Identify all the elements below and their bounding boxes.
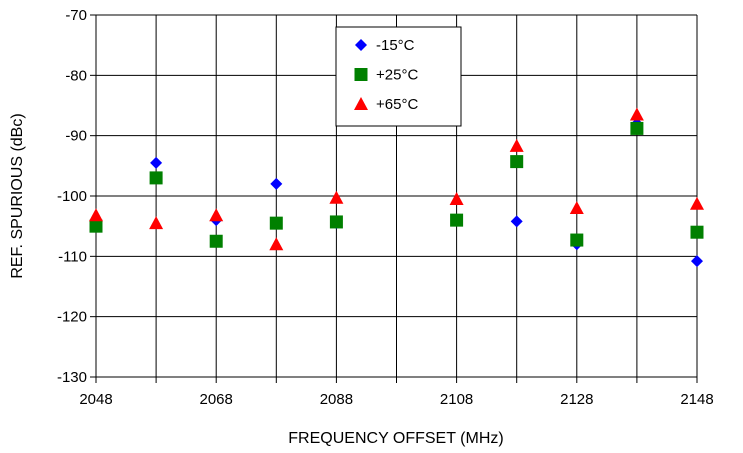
square-point — [630, 121, 644, 135]
grid — [90, 14, 698, 383]
x-tick-label: 2148 — [680, 391, 713, 408]
x-tick-labels: 2048 2068 2088 2108 2128 2148 — [79, 391, 713, 408]
y-tick-labels: -70 -80 -90 -100 -110 -120 -130 — [57, 7, 87, 386]
square-point — [149, 171, 163, 185]
diamond-point — [150, 156, 163, 169]
triangle-point — [269, 237, 284, 251]
y-tick-label: -120 — [57, 309, 87, 326]
triangle-point — [209, 208, 224, 222]
y-tick-label: -70 — [65, 7, 87, 24]
legend-label: -15°C — [376, 37, 415, 54]
legend-marker-diamond — [355, 39, 367, 51]
legend-marker-square — [354, 68, 368, 81]
square-point — [450, 213, 464, 227]
square-point — [209, 234, 223, 248]
triangle-point — [629, 107, 644, 121]
y-tick-label: -110 — [58, 248, 87, 265]
diamond-point — [691, 255, 703, 268]
triangle-point — [89, 208, 103, 222]
triangle-point — [509, 138, 524, 152]
x-axis-label: FREQUENCY OFFSET (MHz) — [288, 430, 503, 447]
y-tick-label: -80 — [65, 67, 87, 84]
square-point — [269, 216, 283, 230]
y-tick-label: -100 — [57, 188, 87, 205]
x-tick-label: 2068 — [200, 391, 233, 408]
y-tick-label: -130 — [57, 369, 87, 386]
diamond-point — [510, 215, 523, 228]
square-point — [510, 155, 524, 169]
square-point — [570, 233, 584, 247]
square-point — [690, 225, 704, 239]
triangle-point — [449, 192, 464, 205]
legend-marker-triangle — [354, 97, 368, 110]
y-tick-label: -90 — [65, 128, 87, 145]
data-points — [89, 107, 704, 268]
triangle-point — [149, 216, 164, 230]
triangle-point — [569, 201, 584, 215]
x-tick-label: 2108 — [440, 391, 473, 408]
x-tick-label: 2048 — [79, 391, 112, 408]
x-tick-label: 2128 — [560, 391, 593, 408]
diamond-point — [270, 177, 283, 190]
legend-label: +65°C — [376, 96, 418, 113]
square-point — [329, 215, 343, 229]
square-point — [89, 219, 103, 233]
legend: -15°C +25°C +65°C — [335, 26, 462, 127]
legend-label: +25°C — [376, 67, 418, 84]
y-axis-label: REF. SPURIOUS (dBc) — [9, 113, 26, 278]
x-tick-label: 2088 — [320, 391, 353, 408]
triangle-point — [690, 196, 704, 210]
triangle-point — [329, 190, 344, 204]
